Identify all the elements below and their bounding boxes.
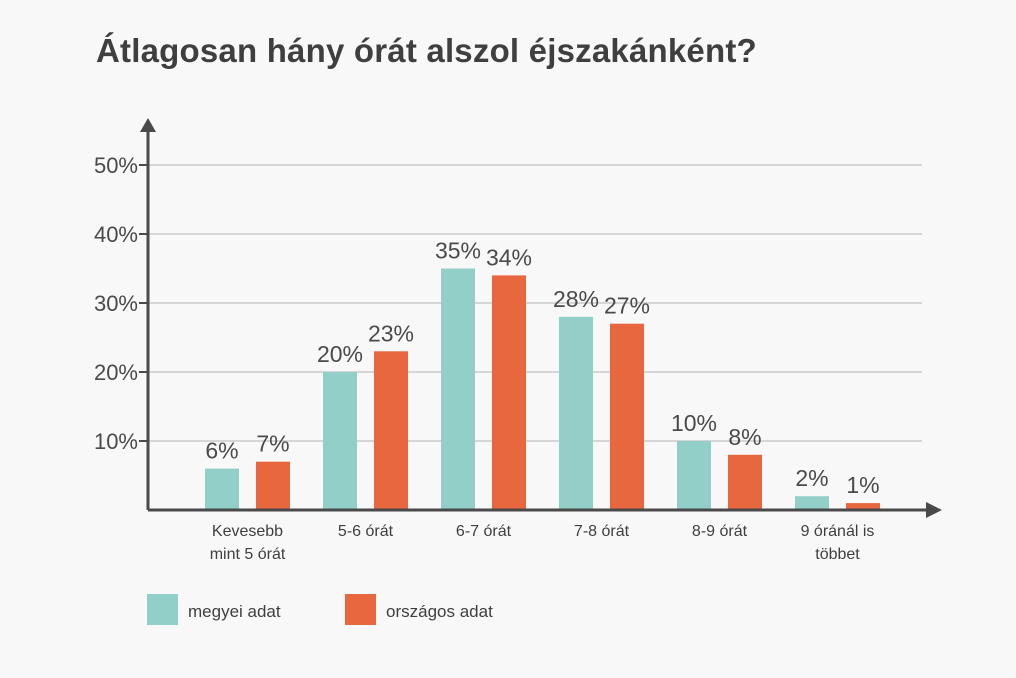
data-label: 8% bbox=[728, 424, 761, 450]
bar-megyei bbox=[323, 372, 357, 510]
y-axis-arrow-icon bbox=[140, 118, 156, 132]
category-labels: Kevesebb mint 5 órát 5-6 órát 6-7 órát 7-8 ó… bbox=[210, 523, 875, 563]
legend-label: megyei adat bbox=[188, 602, 281, 621]
bar-orszagos bbox=[374, 351, 408, 510]
data-label: 27% bbox=[604, 293, 650, 319]
bar-megyei bbox=[559, 316, 593, 510]
bar-orszagos bbox=[728, 454, 762, 510]
category-label: 5-6 órát bbox=[338, 523, 394, 540]
category-label: mint 5 órát bbox=[210, 546, 286, 563]
gridlines bbox=[148, 164, 922, 442]
data-label: 10% bbox=[671, 410, 717, 436]
y-tick-label: 10% bbox=[94, 429, 138, 454]
data-label: 6% bbox=[205, 438, 238, 464]
bar-orszagos bbox=[256, 461, 290, 510]
data-label: 35% bbox=[435, 238, 481, 264]
category-label: Kevesebb bbox=[212, 523, 283, 540]
legend: megyei adat országos adat bbox=[147, 594, 493, 625]
legend-label: országos adat bbox=[386, 602, 493, 621]
data-label: 34% bbox=[486, 244, 532, 270]
data-label: 7% bbox=[256, 431, 289, 457]
bars bbox=[205, 268, 880, 510]
data-label: 20% bbox=[317, 341, 363, 367]
bar-orszagos bbox=[610, 323, 644, 510]
bar-megyei bbox=[205, 468, 239, 510]
data-label: 28% bbox=[553, 286, 599, 312]
data-label: 23% bbox=[368, 320, 414, 346]
legend-swatch bbox=[345, 594, 376, 625]
x-axis-arrow-icon bbox=[926, 502, 942, 518]
axes bbox=[140, 118, 942, 518]
category-label: 8-9 órát bbox=[692, 523, 748, 540]
bar-orszagos bbox=[492, 275, 526, 510]
data-label: 2% bbox=[795, 465, 828, 491]
bar-megyei bbox=[795, 496, 829, 510]
category-label: többet bbox=[815, 546, 860, 563]
category-label: 9 óránál is bbox=[801, 523, 875, 540]
data-label: 1% bbox=[846, 472, 879, 498]
y-tick-label: 40% bbox=[94, 222, 138, 247]
y-tick-label: 30% bbox=[94, 291, 138, 316]
y-tick-label: 50% bbox=[94, 153, 138, 178]
bar-orszagos bbox=[846, 503, 880, 510]
chart-title: Átlagosan hány órát alszol éjszakánként? bbox=[96, 32, 757, 69]
bar-megyei bbox=[677, 441, 711, 510]
bar-megyei bbox=[441, 268, 475, 510]
y-tick-label: 20% bbox=[94, 360, 138, 385]
y-tick-labels: 10% 20% 30% 40% 50% bbox=[94, 153, 148, 454]
legend-swatch bbox=[147, 594, 178, 625]
category-label: 6-7 órát bbox=[456, 523, 512, 540]
data-labels: 6% 7% 20%23% 35% 34% 28% 27% 10% 8% 2% 1% bbox=[205, 238, 879, 499]
category-label: 7-8 órát bbox=[574, 523, 630, 540]
